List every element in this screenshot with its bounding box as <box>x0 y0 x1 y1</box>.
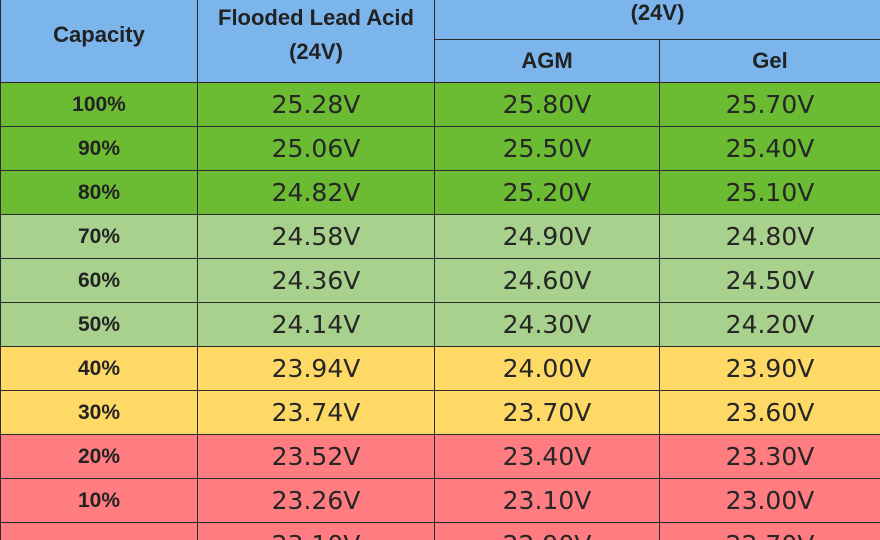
agm-value-cell: 25.50V <box>434 126 660 171</box>
agm-value-cell: 22.90V <box>434 522 660 540</box>
flooded-value-cell: 23.26V <box>197 478 435 523</box>
capacity-cell <box>0 522 198 540</box>
table-row: 100% 25.28V 25.80V 25.70V <box>0 82 880 127</box>
flooded-value-cell: 24.82V <box>197 170 435 215</box>
capacity-cell: 30% <box>0 390 198 435</box>
flooded-value-cell: 25.28V <box>197 82 435 127</box>
agm-value-cell: 23.10V <box>434 478 660 523</box>
flooded-value-cell: 23.94V <box>197 346 435 391</box>
agm-value-cell: 24.90V <box>434 214 660 259</box>
capacity-cell: 40% <box>0 346 198 391</box>
capacity-cell: 10% <box>0 478 198 523</box>
agm-value-cell: 24.30V <box>434 302 660 347</box>
gel-value-cell: 24.50V <box>658 258 880 303</box>
table-row: 50% 24.14V 24.30V 24.20V <box>0 302 880 347</box>
gel-value-cell: 23.60V <box>658 390 880 435</box>
header-flooded-line2: (24V) <box>289 38 343 64</box>
gel-value-cell: 22.70V <box>658 522 880 540</box>
flooded-value-cell: 25.06V <box>197 126 435 171</box>
table-body: 100% 25.28V 25.80V 25.70V 90% 25.06V 25.50V 25.… <box>0 82 880 540</box>
header-group-24v: (24V) <box>433 0 880 40</box>
gel-value-cell: 24.80V <box>658 214 880 259</box>
flooded-value-cell: 24.58V <box>197 214 435 259</box>
header-capacity: Capacity <box>0 0 198 83</box>
header-gel: Gel <box>658 39 880 83</box>
flooded-value-cell: 23.52V <box>197 434 435 479</box>
table-row: 70% 24.58V 24.90V 24.80V <box>0 214 880 259</box>
capacity-cell: 20% <box>0 434 198 479</box>
flooded-value-cell: 24.36V <box>197 258 435 303</box>
gel-value-cell: 23.00V <box>658 478 880 523</box>
gel-value-cell: 23.90V <box>658 346 880 391</box>
gel-value-cell: 25.10V <box>658 170 880 215</box>
table-row: 23.10V22.90V22.70V <box>0 522 880 540</box>
capacity-cell: 80% <box>0 170 198 215</box>
table-row: 40% 23.94V 24.00V 23.90V <box>0 346 880 391</box>
agm-value-cell: 25.80V <box>434 82 660 127</box>
agm-value-cell: 23.70V <box>434 390 660 435</box>
header-flooded-line1: Flooded Lead Acid <box>218 4 414 30</box>
table-row: 80% 24.82V 25.20V 25.10V <box>0 170 880 215</box>
capacity-cell: 70% <box>0 214 198 259</box>
flooded-value-cell: 23.10V <box>197 522 435 540</box>
agm-value-cell: 24.60V <box>434 258 660 303</box>
header-row-top: Capacity Flooded Lead Acid (24V) (24V) <box>0 0 880 83</box>
flooded-value-cell: 23.74V <box>197 390 435 435</box>
table-row: 90% 25.06V 25.50V 25.40V <box>0 126 880 171</box>
gel-value-cell: 25.70V <box>658 82 880 127</box>
agm-value-cell: 25.20V <box>434 170 660 215</box>
gel-value-cell: 25.40V <box>658 126 880 171</box>
gel-value-cell: 23.30V <box>658 434 880 479</box>
table-row: 60% 24.36V 24.60V 24.50V <box>0 258 880 303</box>
capacity-cell: 60% <box>0 258 198 303</box>
header-row-bottom: AGM Gel <box>1 39 880 83</box>
table-row: 10% 23.26V 23.10V 23.00V <box>0 478 880 523</box>
capacity-cell: 100% <box>0 82 198 127</box>
flooded-value-cell: 24.14V <box>197 302 435 347</box>
agm-value-cell: 24.00V <box>434 346 660 391</box>
capacity-cell: 90% <box>0 126 198 171</box>
table-row: 30% 23.74V 23.70V 23.60V <box>0 390 880 435</box>
header-flooded-lead-acid: Flooded Lead Acid (24V) <box>197 0 435 83</box>
capacity-cell: 50% <box>0 302 198 347</box>
gel-value-cell: 24.20V <box>658 302 880 347</box>
agm-value-cell: 23.40V <box>434 434 660 479</box>
table-row: 20% 23.52V 23.40V 23.30V <box>0 434 880 479</box>
header-agm: AGM <box>434 39 660 83</box>
